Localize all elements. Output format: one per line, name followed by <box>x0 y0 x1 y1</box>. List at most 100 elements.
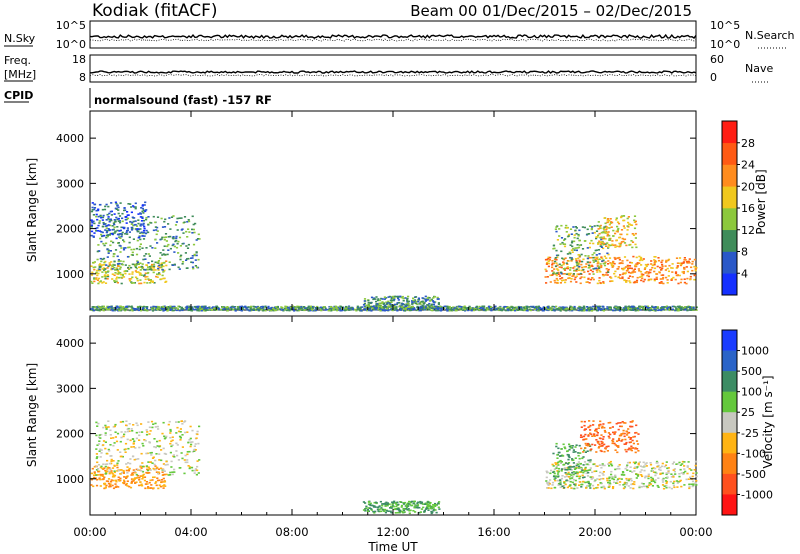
echo-cell <box>406 302 409 305</box>
echo-cell <box>108 484 111 486</box>
echo-cell <box>549 479 552 481</box>
echo-cell <box>107 420 110 422</box>
echo-cell <box>109 485 112 488</box>
echo-cell <box>649 271 652 274</box>
echo-cell <box>599 243 602 245</box>
echo-cell <box>107 224 110 226</box>
echo-cell <box>595 249 598 251</box>
echo-cell <box>567 235 570 237</box>
echo-cell <box>601 464 604 467</box>
echo-cell <box>655 472 658 475</box>
echo-cell <box>649 462 652 464</box>
echo-cell <box>162 447 165 450</box>
echo-cell <box>613 442 616 445</box>
echo-cell <box>565 479 568 482</box>
echo-cell <box>582 307 585 310</box>
echo-cell <box>579 309 582 312</box>
echo-cell <box>602 423 605 425</box>
echo-cell <box>603 264 607 267</box>
echo-cell <box>144 278 147 281</box>
echo-cell <box>176 242 179 245</box>
echo-cell <box>529 308 532 311</box>
echo-cell <box>625 477 628 480</box>
echo-cell <box>392 308 395 310</box>
echo-cell <box>551 270 554 272</box>
echo-cell <box>269 307 273 309</box>
echo-cell <box>163 245 166 247</box>
echo-cell <box>606 219 609 221</box>
echo-cell <box>569 244 572 246</box>
echo-cell <box>464 309 467 312</box>
echo-cell <box>126 472 129 474</box>
echo-cell <box>140 309 143 312</box>
echo-cell <box>650 263 653 265</box>
echo-cell <box>101 264 104 266</box>
echo-cell <box>579 306 582 308</box>
echo-cell <box>97 269 100 272</box>
echo-cell <box>592 242 595 245</box>
echo-cell <box>464 306 467 309</box>
echo-cell <box>243 306 246 308</box>
echo-cell <box>121 306 124 309</box>
echo-cell <box>225 308 228 310</box>
echo-cell <box>154 422 157 425</box>
nsky-tick-top: 10^5 <box>56 19 86 32</box>
echo-cell <box>573 265 576 268</box>
echo-cell <box>600 246 603 248</box>
echo-cell <box>106 459 109 462</box>
echo-cell <box>598 443 601 446</box>
echo-cell <box>652 309 655 312</box>
echo-cell <box>584 467 587 470</box>
echo-cell <box>657 259 661 262</box>
echo-cell <box>196 433 199 436</box>
echo-cell <box>530 305 533 308</box>
echo-cell <box>103 483 106 486</box>
echo-cell <box>487 308 490 311</box>
echo-cell <box>148 268 151 271</box>
echo-cell <box>553 486 556 489</box>
echo-cell <box>634 307 637 310</box>
echo-cell <box>577 273 581 276</box>
echo-cell <box>615 239 618 241</box>
echo-cell <box>115 276 119 279</box>
echo-cell <box>152 476 155 479</box>
echo-cell <box>161 274 164 277</box>
echo-cell <box>371 504 374 507</box>
echo-cell <box>345 305 348 308</box>
echo-cell <box>656 461 659 464</box>
echo-cell <box>101 282 104 284</box>
echo-cell <box>204 306 207 308</box>
echo-cell <box>143 476 147 478</box>
echo-cell <box>161 308 164 310</box>
echo-cell <box>133 470 137 473</box>
echo-cell <box>624 438 627 441</box>
echo-cell <box>418 309 421 312</box>
echo-cell <box>186 431 189 433</box>
echo-cell <box>129 486 133 489</box>
echo-cell <box>378 508 381 511</box>
echo-cell <box>380 297 383 300</box>
echo-cell <box>189 437 192 440</box>
echo-cell <box>467 309 470 312</box>
echo-cell <box>553 472 556 475</box>
echo-cell <box>145 452 148 455</box>
echo-cell <box>397 503 400 506</box>
echo-cell <box>113 464 116 467</box>
echo-cell <box>575 275 578 278</box>
echo-cell <box>608 239 612 241</box>
echo-cell <box>162 468 165 471</box>
echo-cell <box>427 296 430 299</box>
echo-cell <box>132 471 135 474</box>
echo-cell <box>197 442 200 445</box>
echo-cell <box>582 456 585 458</box>
echo-cell <box>584 265 587 268</box>
echo-cell <box>103 264 106 266</box>
echo-cell <box>568 466 572 468</box>
echo-cell <box>594 260 597 262</box>
echo-cell <box>119 440 122 443</box>
echo-cell <box>90 472 93 475</box>
echo-cell <box>436 307 439 310</box>
echo-cell <box>580 276 583 278</box>
echo-cell <box>601 425 604 428</box>
echo-cell <box>658 468 661 471</box>
